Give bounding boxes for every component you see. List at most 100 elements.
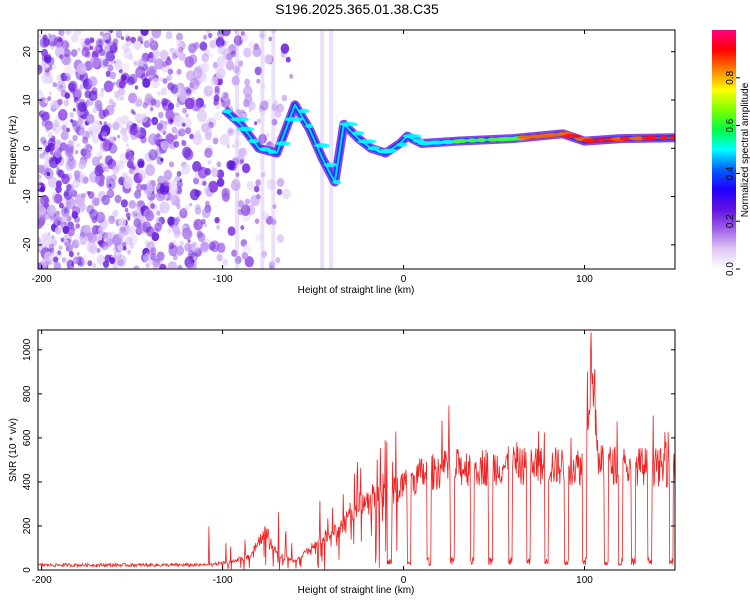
spectrogram-blob	[125, 236, 133, 246]
spectrogram-blob	[188, 263, 197, 269]
spectrogram-blob	[88, 90, 98, 101]
spectrogram-blob	[175, 102, 181, 108]
spectrogram-blob	[167, 182, 178, 195]
spectrogram-blob	[181, 163, 191, 175]
spectrogram-blob	[89, 209, 99, 220]
spectrogram-blob	[49, 42, 56, 50]
spectrogram-blob	[58, 30, 65, 37]
spectrogram-blob	[176, 68, 182, 75]
spectrogram-blob	[176, 170, 182, 177]
spectrogram-blob	[133, 40, 142, 51]
spectrogram-blob	[196, 110, 207, 123]
spectrogram-blob	[113, 250, 122, 260]
spectrogram-ridge	[221, 100, 675, 187]
spectrogram-blob	[129, 243, 135, 250]
spectrogram-blob	[101, 131, 107, 139]
spectrogram-blob	[156, 156, 164, 165]
spectrogram-blob	[189, 133, 194, 140]
spectrogram-blob	[47, 96, 52, 101]
spectrogram-blob	[60, 221, 68, 230]
spectrogram-blob	[206, 117, 217, 129]
spectrogram-blob	[193, 218, 203, 231]
spectrogram-blob	[179, 89, 187, 97]
spectrogram-blob	[145, 210, 155, 222]
spectrogram-blob	[193, 41, 200, 50]
x-tick-label: -200	[32, 575, 52, 586]
spectrogram-blob	[129, 125, 138, 136]
spectrogram-blob	[133, 96, 143, 108]
spectrogram-blob	[149, 252, 157, 261]
spectrogram-blob	[156, 182, 166, 194]
spectrogram-blob	[223, 92, 229, 99]
spectrogram-blob	[120, 36, 124, 40]
spectrogram-blob	[189, 188, 200, 201]
spectrogram-blob	[158, 111, 164, 119]
spectrogram-blob	[216, 161, 222, 168]
spectrogram-blob	[140, 113, 148, 123]
spectrogram-blob	[165, 58, 172, 66]
ridge-hotspot	[284, 117, 304, 122]
spectrogram-blob	[72, 108, 76, 112]
spectrogram-blob	[59, 142, 67, 151]
spectrogram-blob	[82, 136, 89, 144]
ridge-hotspot	[456, 138, 468, 144]
spectrogram-blob	[61, 206, 70, 217]
spectrogram-blob	[258, 133, 267, 144]
spectrogram-blob	[106, 189, 115, 199]
spectrogram-blob	[268, 36, 273, 42]
spectrogram-blob	[142, 221, 152, 233]
spectrogram-blob	[160, 140, 169, 151]
snr-y-label: SNR (10 * v/v)	[8, 418, 19, 482]
spectrogram-blob	[165, 31, 173, 40]
spectrogram-blob	[39, 37, 49, 49]
spectrogram-blob	[280, 43, 290, 54]
spectrogram-blob	[254, 66, 262, 76]
spectrogram-blob	[161, 202, 171, 213]
colorbar-label: Normalized spectral amplitude	[740, 82, 750, 217]
spectrogram-blob	[61, 257, 67, 263]
spectrogram-blob	[48, 65, 53, 71]
spectrogram-blob	[130, 109, 135, 114]
spectrogram-blob	[107, 64, 114, 72]
spectrogram-blob	[179, 240, 184, 247]
ridge-hotspot	[476, 137, 487, 143]
spectrogram-blob	[43, 56, 49, 62]
spectrogram-blob	[63, 65, 74, 77]
spectrogram-blob	[64, 146, 74, 158]
spectrogram-blob	[105, 50, 115, 62]
chart-title: S196.2025.365.01.38.C35	[275, 1, 439, 17]
spectrogram-blob	[240, 225, 245, 231]
spectrogram-blob	[99, 57, 105, 64]
spectrogram-blob	[56, 166, 60, 170]
ridge-hotspot	[357, 139, 377, 144]
spectrogram-blob	[217, 45, 226, 56]
spectrogram-blob	[92, 263, 97, 268]
spectrogram-blob	[201, 123, 210, 133]
ridge-hotspot	[645, 135, 659, 141]
spectrogram-blob	[103, 243, 107, 247]
spectrogram-blob	[202, 180, 207, 186]
spectrogram-blob	[149, 120, 153, 125]
spectrogram-blob	[52, 82, 58, 88]
spectrogram-blob	[48, 243, 54, 251]
spectrogram-blob	[197, 71, 207, 83]
spectrogram-blob	[231, 144, 236, 149]
spectrogram-blob	[48, 176, 58, 188]
y-tick-label: 400	[22, 473, 33, 490]
spectrogram-blob	[92, 106, 98, 114]
spectrogram-blob	[100, 59, 109, 69]
spectrogram-blob	[70, 49, 78, 58]
spectrogram-blob	[201, 208, 211, 219]
spectrogram-blob	[150, 203, 156, 210]
spectrogram-blob	[64, 55, 72, 66]
spectrogram-blob	[49, 100, 58, 110]
spectrogram-blob	[138, 169, 148, 181]
spectrogram-blob	[79, 37, 86, 47]
spectrogram-blob	[184, 242, 192, 252]
spectrogram-blob	[227, 226, 236, 236]
y-tick-label: 0	[22, 145, 33, 151]
spectrogram-blob	[75, 223, 80, 229]
ridge-hotspot	[339, 122, 358, 127]
spectrogram-blob	[156, 251, 165, 261]
spectrogram-blob	[57, 220, 61, 226]
